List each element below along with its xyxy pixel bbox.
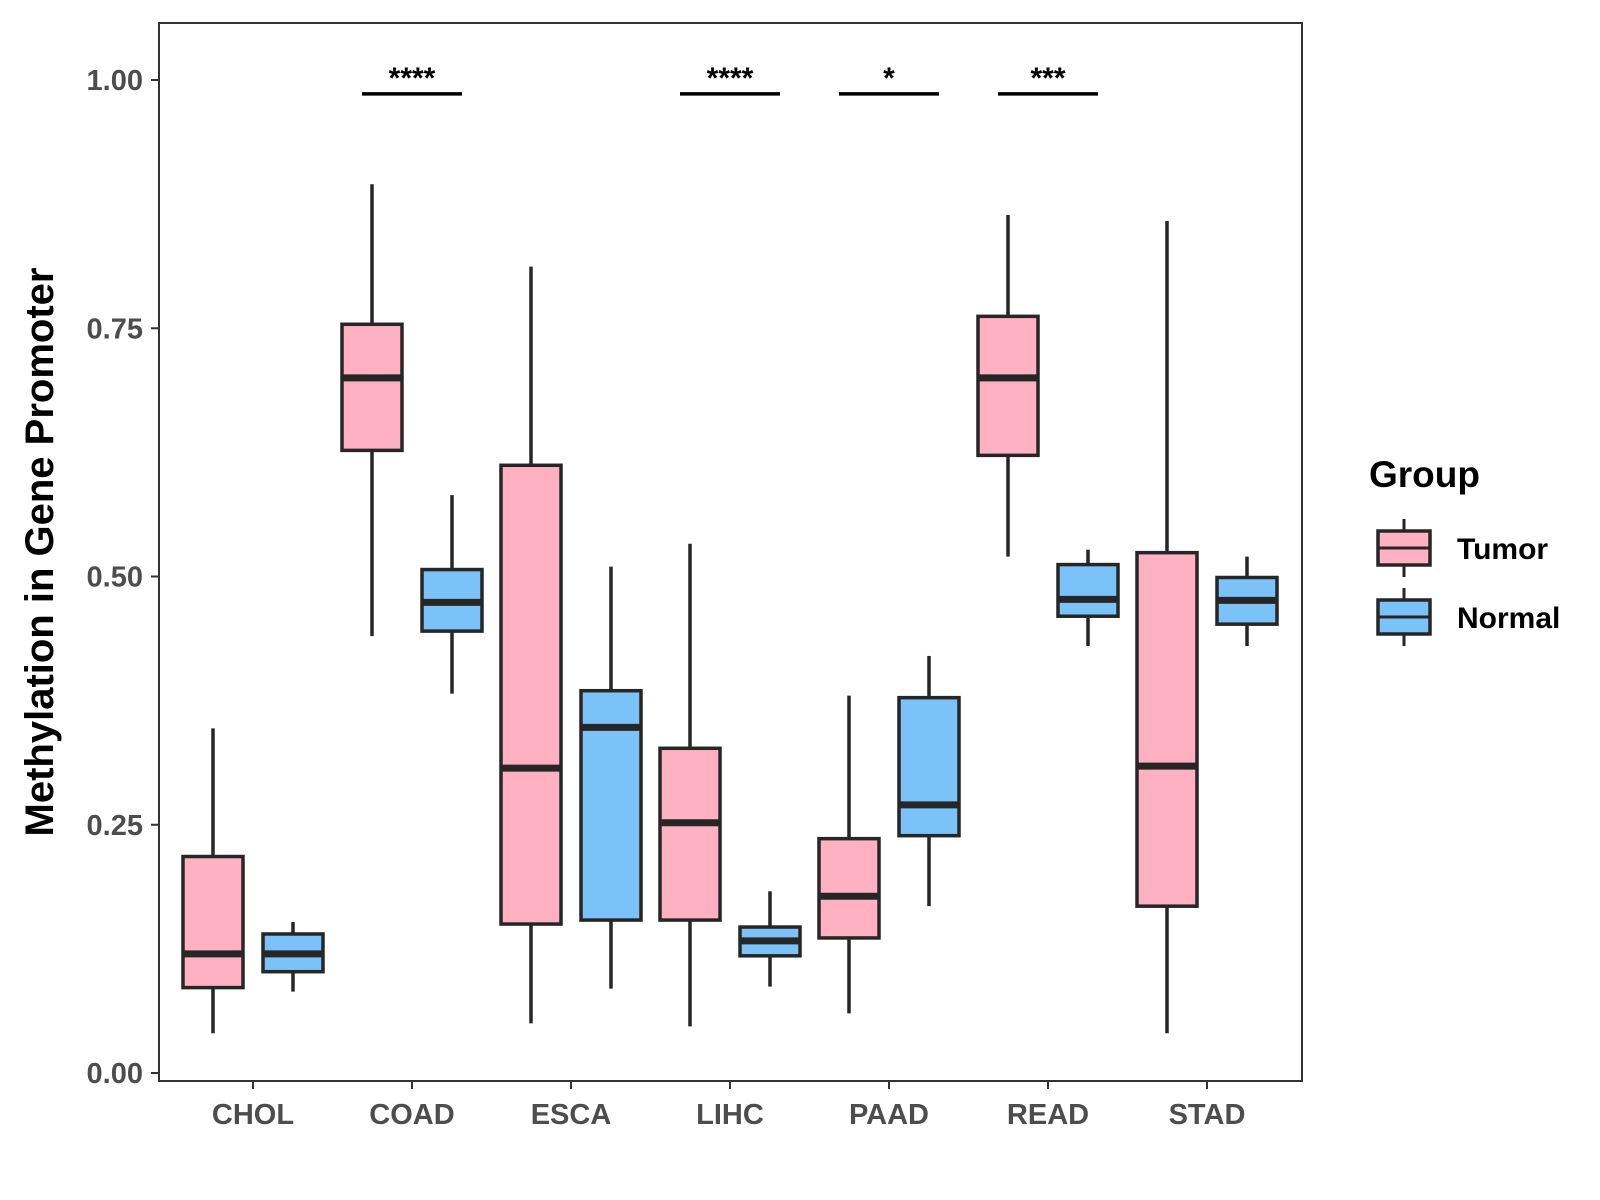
box-normal-read — [1056, 549, 1120, 647]
significance-label: **** — [389, 62, 436, 95]
boxes-layer — [181, 184, 1279, 1034]
box-normal-coad — [420, 495, 484, 694]
box-tumor-esca — [499, 266, 563, 1024]
significance-label: *** — [1030, 62, 1065, 95]
box-tumor-lihc — [658, 543, 722, 1027]
plot-panel-border — [158, 22, 1303, 1082]
box-tumor-paad — [817, 695, 881, 1014]
box-tumor-coad — [340, 184, 404, 637]
x-tick-label: ESCA — [531, 1099, 612, 1131]
box-normal-lihc — [738, 891, 802, 987]
x-tick-label: COAD — [369, 1099, 454, 1131]
box-body — [1056, 562, 1120, 618]
x-axis: CHOL COAD ESCA LIHC PAAD READ STAD — [212, 1081, 1245, 1131]
y-tick-label: 0.50 — [87, 562, 143, 594]
y-tick-label: 1.00 — [87, 65, 143, 97]
box-normal-esca — [579, 566, 643, 989]
box-body — [658, 746, 722, 922]
box-tumor-read — [976, 215, 1040, 557]
legend-title: Group — [1369, 454, 1480, 495]
x-tick-label: READ — [1007, 1099, 1089, 1131]
x-tick-label: LIHC — [696, 1099, 764, 1131]
box-normal-chol — [261, 922, 325, 992]
legend-key-tumor — [1376, 519, 1432, 577]
box-body — [181, 854, 245, 990]
legend-label: Normal — [1457, 602, 1560, 635]
box-tumor-chol — [181, 728, 245, 1034]
box-body — [817, 836, 881, 940]
y-axis: 0.00 0.25 0.50 0.75 1.00 — [87, 65, 159, 1090]
box-body — [976, 314, 1040, 458]
box-body — [340, 322, 404, 453]
box-body — [1135, 550, 1199, 908]
legend-key-normal — [1376, 588, 1432, 646]
y-tick-label: 0.00 — [87, 1058, 143, 1090]
box-normal-stad — [1215, 556, 1279, 647]
box-body — [499, 463, 563, 926]
x-tick-label: STAD — [1169, 1099, 1246, 1131]
box-body — [897, 695, 961, 838]
y-tick-label: 0.25 — [87, 810, 143, 842]
legend: Group Tumor Normal — [1369, 454, 1560, 646]
x-tick-label: PAAD — [849, 1099, 929, 1131]
legend-label: Tumor — [1457, 533, 1548, 566]
significance-label: **** — [707, 62, 754, 95]
y-tick-label: 0.75 — [87, 313, 143, 345]
box-tumor-stad — [1135, 221, 1199, 1034]
y-axis-title: Methylation in Gene Promoter — [18, 268, 62, 837]
significance-layer: **** **** * *** — [362, 62, 1098, 96]
significance-label: * — [883, 62, 895, 95]
box-normal-paad — [897, 655, 961, 907]
x-tick-label: CHOL — [212, 1099, 294, 1131]
